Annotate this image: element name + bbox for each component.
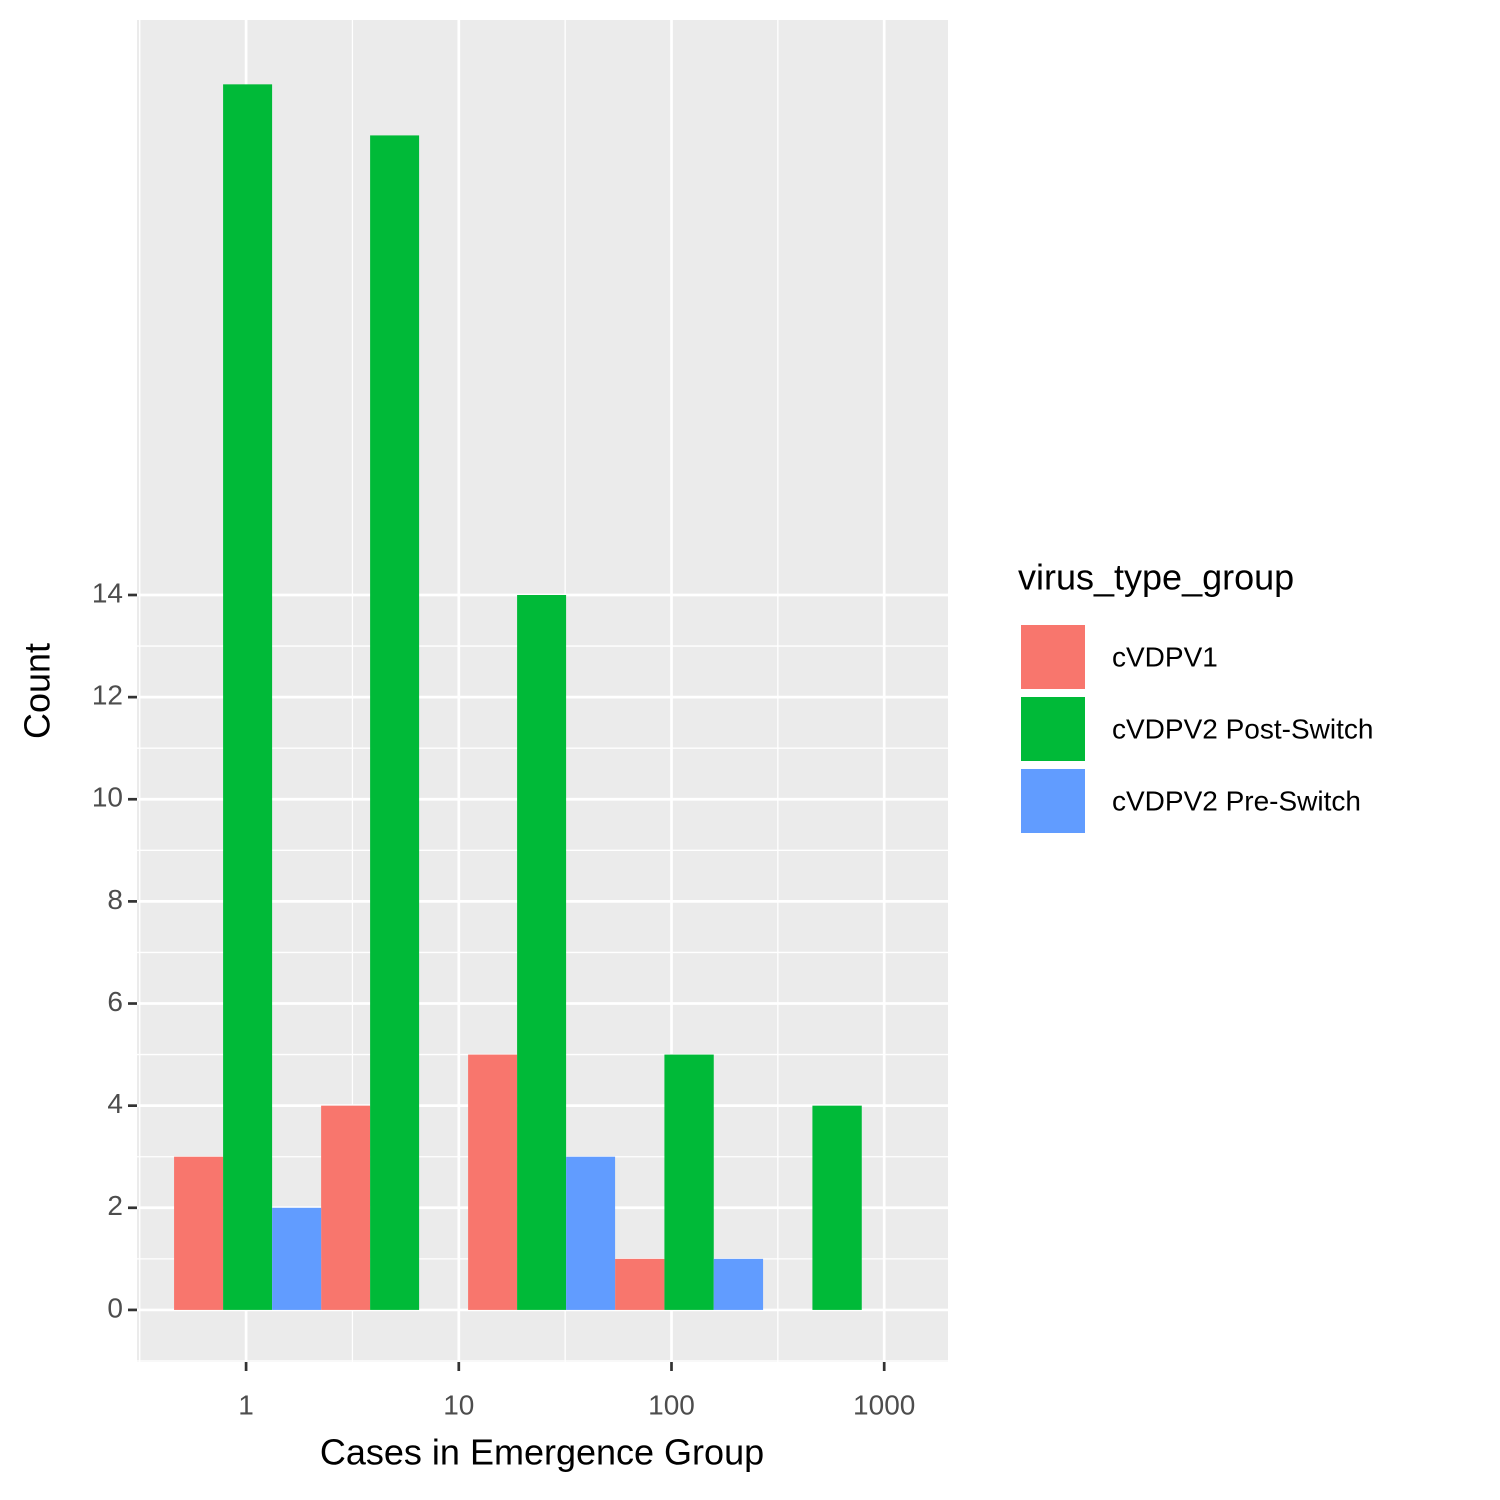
legend-key bbox=[1019, 695, 1087, 763]
y-tick-label: 12 bbox=[92, 680, 123, 711]
y-tick-label: 4 bbox=[107, 1088, 123, 1119]
legend-title: virus_type_group bbox=[1018, 557, 1294, 598]
x-tick-label: 100 bbox=[648, 1389, 695, 1420]
y-tick-label: 0 bbox=[107, 1292, 123, 1323]
bar bbox=[174, 1156, 224, 1310]
bar bbox=[321, 1105, 371, 1310]
bar bbox=[812, 1105, 862, 1310]
legend-label: cVDPV2 Post-Switch bbox=[1112, 713, 1373, 744]
y-tick-label: 14 bbox=[92, 577, 123, 608]
x-tick-label: 10 bbox=[443, 1389, 474, 1420]
bar bbox=[468, 1054, 518, 1310]
bar bbox=[615, 1258, 665, 1310]
bar bbox=[370, 135, 420, 1310]
x-tick-label: 1 bbox=[238, 1389, 254, 1420]
legend-key bbox=[1019, 767, 1087, 835]
bar bbox=[272, 1207, 322, 1310]
legend-key bbox=[1019, 623, 1087, 691]
x-tick-label: 1000 bbox=[853, 1389, 915, 1420]
bar bbox=[713, 1258, 764, 1310]
legend-label: cVDPV1 bbox=[1112, 641, 1218, 672]
y-tick-label: 8 bbox=[107, 884, 123, 915]
bar bbox=[223, 84, 273, 1310]
legend-label: cVDPV2 Pre-Switch bbox=[1112, 785, 1361, 816]
bar bbox=[566, 1156, 616, 1310]
y-tick-label: 2 bbox=[107, 1190, 123, 1221]
bar bbox=[517, 594, 567, 1310]
y-tick-label: 6 bbox=[107, 986, 123, 1017]
y-tick-label: 10 bbox=[92, 782, 123, 813]
bar bbox=[664, 1054, 714, 1310]
x-axis-title: Cases in Emergence Group bbox=[320, 1432, 764, 1473]
y-axis-title: Count bbox=[17, 643, 58, 739]
